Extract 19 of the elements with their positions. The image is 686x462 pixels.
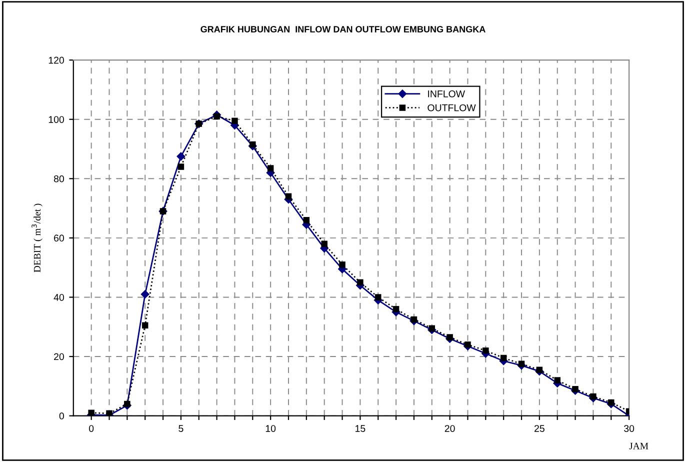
y-tick-label: 120 bbox=[48, 56, 64, 64]
x-tick-label: 5 bbox=[178, 425, 184, 432]
x-tick-label: 15 bbox=[356, 425, 366, 432]
legend-label: OUTFLOW bbox=[428, 104, 476, 112]
x-axis-title: JAM bbox=[629, 442, 648, 450]
y-axis-title: DEBIT ( m$^{3}$/det ) bbox=[32, 204, 42, 272]
x-tick-label: 20 bbox=[444, 425, 455, 432]
legend-label: INFLOW bbox=[428, 90, 466, 98]
x-tick-label: 25 bbox=[534, 425, 544, 432]
y-tick-label: 40 bbox=[54, 294, 64, 301]
x-tick-label: 10 bbox=[266, 425, 276, 432]
y-tick-label: 0 bbox=[59, 412, 64, 420]
chart-title: GRAFIK HUBUNGAN INFLOW DAN OUTFLOW EMBUNG BANGKA bbox=[200, 26, 486, 32]
y-tick-label: 20 bbox=[54, 353, 64, 360]
y-tick-label: 100 bbox=[48, 116, 64, 123]
y-tick-label: 60 bbox=[54, 234, 64, 242]
x-tick-label: 0 bbox=[89, 425, 94, 432]
x-tick-label: 30 bbox=[624, 425, 634, 432]
y-tick-label: 80 bbox=[54, 175, 64, 182]
